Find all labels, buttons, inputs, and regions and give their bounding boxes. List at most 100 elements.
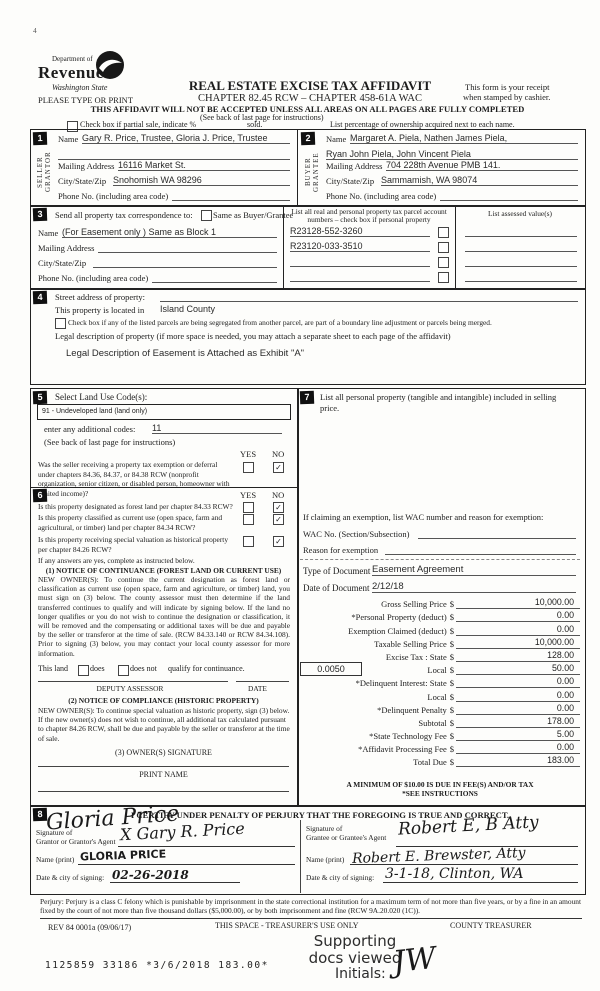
assessed-field-2[interactable] — [465, 241, 577, 252]
parcel-3-personal-checkbox[interactable] — [438, 257, 449, 268]
s6-q2-yes-checkbox[interactable] — [243, 514, 254, 525]
print-name-line[interactable] — [38, 791, 289, 792]
fee-value[interactable]: 5.00 — [456, 729, 580, 742]
fee-value[interactable]: 178.00 — [456, 716, 580, 728]
seller-phone-field[interactable] — [172, 191, 290, 201]
additional-codes-field[interactable]: 11 — [152, 423, 282, 434]
seller-name2-field[interactable] — [58, 149, 290, 160]
section-6-badge: 6 — [32, 488, 48, 503]
assessed-field-1[interactable] — [465, 226, 577, 237]
deputy-date-line[interactable] — [236, 681, 289, 682]
grantor-signature-line — [118, 846, 295, 847]
seller-address-field[interactable]: 16116 Market St. — [118, 160, 290, 171]
parcel-1-personal-checkbox[interactable] — [438, 227, 449, 238]
assessed-field-4[interactable] — [465, 271, 577, 282]
same-as-buyer-checkbox[interactable] — [201, 210, 212, 221]
grantee-date-value[interactable]: 3-1-18, Clinton, WA — [385, 866, 524, 882]
date-of-document-field[interactable]: 2/12/18 — [372, 581, 576, 593]
seller-buyer-divider — [297, 129, 298, 205]
s6-q3-no-checkbox[interactable]: ✓ — [273, 536, 284, 547]
section-6-topline — [30, 487, 297, 488]
s3-city-field[interactable] — [93, 258, 277, 268]
s6-q2-no-checkbox[interactable]: ✓ — [273, 514, 284, 525]
deputy-date-label: DATE — [248, 684, 267, 693]
s6-q1-no-checkbox[interactable]: ✓ — [273, 502, 284, 513]
fee-value[interactable]: 0.00 — [456, 742, 580, 755]
seller-phone-label: Phone No. (including area code) — [58, 191, 169, 201]
section-4-badge: 4 — [32, 290, 48, 305]
fee-value[interactable]: 128.00 — [456, 650, 580, 662]
fee-value[interactable]: 0.00 — [456, 610, 580, 623]
local-rate-box[interactable]: 0.0050 — [300, 662, 362, 677]
exemption-reason-field[interactable] — [385, 545, 576, 555]
wac-number-label: WAC No. (Section/Subsection) — [303, 529, 410, 539]
parcel-4-personal-checkbox[interactable] — [438, 272, 449, 283]
land-use-select[interactable]: 91 - Undeveloped land (land only) — [37, 404, 291, 420]
notice-compliance-body: NEW OWNER(S): To continue special valuat… — [38, 706, 290, 743]
parcel-field-4[interactable] — [290, 271, 430, 282]
s3-name-field[interactable]: (For Easement only ) Same as Block 1 — [62, 227, 277, 238]
buyer-name-field[interactable]: Margaret A. Piela, Nathen James Piela, — [350, 133, 578, 144]
fee-value[interactable]: 50.00 — [456, 663, 580, 676]
fee-value[interactable]: 0.00 — [456, 676, 580, 689]
fee-value[interactable]: 183.00 — [456, 755, 580, 768]
land-does-not-checkbox[interactable] — [118, 665, 129, 676]
street-address-field[interactable] — [160, 292, 578, 302]
s5-yes-header: YES — [240, 449, 257, 459]
fee-value[interactable]: 0.00 — [456, 624, 580, 636]
deputy-signature-line[interactable] — [38, 681, 228, 682]
seller-name-field[interactable]: Gary R. Price, Trustee, Gloria J. Price,… — [82, 133, 290, 144]
land-use-title: Select Land Use Code(s): — [55, 392, 148, 402]
s5-q1-no-checkbox[interactable]: ✓ — [273, 462, 284, 473]
buyer-name2-field[interactable]: Ryan John Piela, John Vincent Piela — [326, 149, 578, 160]
s5-no-header: NO — [272, 449, 285, 459]
parcel-field-1[interactable]: R23128-552-3260 — [290, 226, 430, 237]
fee-value[interactable]: 0.00 — [456, 690, 580, 702]
s6-q1-yes-checkbox[interactable] — [243, 502, 254, 513]
grantee-print-label: Name (print) — [306, 855, 345, 864]
buyer-city-field[interactable]: Sammamish, WA 98074 — [381, 175, 578, 186]
grantor-date-line — [110, 882, 240, 883]
wac-number-field[interactable] — [418, 529, 576, 539]
fee-value[interactable]: 10,000.00 — [456, 637, 580, 649]
revenue-wordmark: Revenue — [38, 63, 104, 82]
stamp-initials-label: Initials: — [335, 966, 386, 982]
notice-continuance-title: (1) NOTICE OF CONTINUANCE (FOREST LAND O… — [45, 566, 282, 575]
s3-city-label: City/State/Zip — [38, 258, 87, 268]
parcel-field-3[interactable] — [290, 256, 430, 267]
fee-value[interactable]: 10,000.00 — [456, 597, 580, 610]
owners-signature-line[interactable] — [38, 766, 289, 767]
fee-value[interactable]: 0.00 — [456, 703, 580, 715]
buyer-address-field[interactable]: 704 228th Avenue PMB 141. — [386, 160, 578, 171]
form-subtitle: CHAPTER 82.45 RCW – CHAPTER 458-61A WAC — [198, 93, 422, 104]
s3-address-field[interactable] — [98, 243, 277, 253]
located-in-field[interactable]: Island County — [160, 304, 216, 314]
s5-q1-yes-checkbox[interactable] — [243, 462, 254, 473]
qualify-label: qualify for continuance. — [168, 664, 245, 673]
type-of-document-field[interactable]: Easement Agreement — [372, 564, 576, 576]
parcel-field-2[interactable]: R23120-033-3510 — [290, 241, 430, 252]
assessed-field-3[interactable] — [465, 256, 577, 267]
land-does-label: does — [90, 664, 105, 673]
s6-q3-yes-checkbox[interactable] — [243, 536, 254, 547]
parcel-2-personal-checkbox[interactable] — [438, 242, 449, 253]
grantor-side-label: GRANTOR — [44, 151, 52, 193]
exemption-reason-label: Reason for exemption — [303, 545, 379, 555]
legal-description-field[interactable]: Legal Description of Easement is Attache… — [66, 348, 305, 359]
grantor-date-value[interactable]: 02-26-2018 — [112, 868, 189, 882]
print-name-label: PRINT NAME — [139, 770, 188, 779]
buyer-phone-field[interactable] — [440, 191, 578, 201]
grantor-sig-label-1: Signature of — [36, 828, 73, 837]
partial-sale-checkbox[interactable] — [67, 121, 78, 132]
assessed-header: List assessed value(s) — [487, 209, 553, 218]
type-of-document-label: Type of Document — [303, 566, 371, 576]
segregated-checkbox[interactable] — [55, 318, 66, 329]
scan-artifact: 4 — [33, 26, 37, 35]
seller-city-field[interactable]: Snohomish WA 98296 — [113, 175, 290, 186]
fee-table: Gross Selling Price $10,000.00 *Personal … — [300, 596, 580, 768]
s3-phone-field[interactable] — [152, 273, 277, 283]
land-does-checkbox[interactable] — [78, 665, 89, 676]
fee-row-personal: *Personal Property (deduct) $0.00 — [300, 609, 580, 623]
s3-phone-label: Phone No. (including area code) — [38, 273, 149, 283]
fee-row-local: 0.0050 Local $50.00 — [300, 662, 580, 677]
